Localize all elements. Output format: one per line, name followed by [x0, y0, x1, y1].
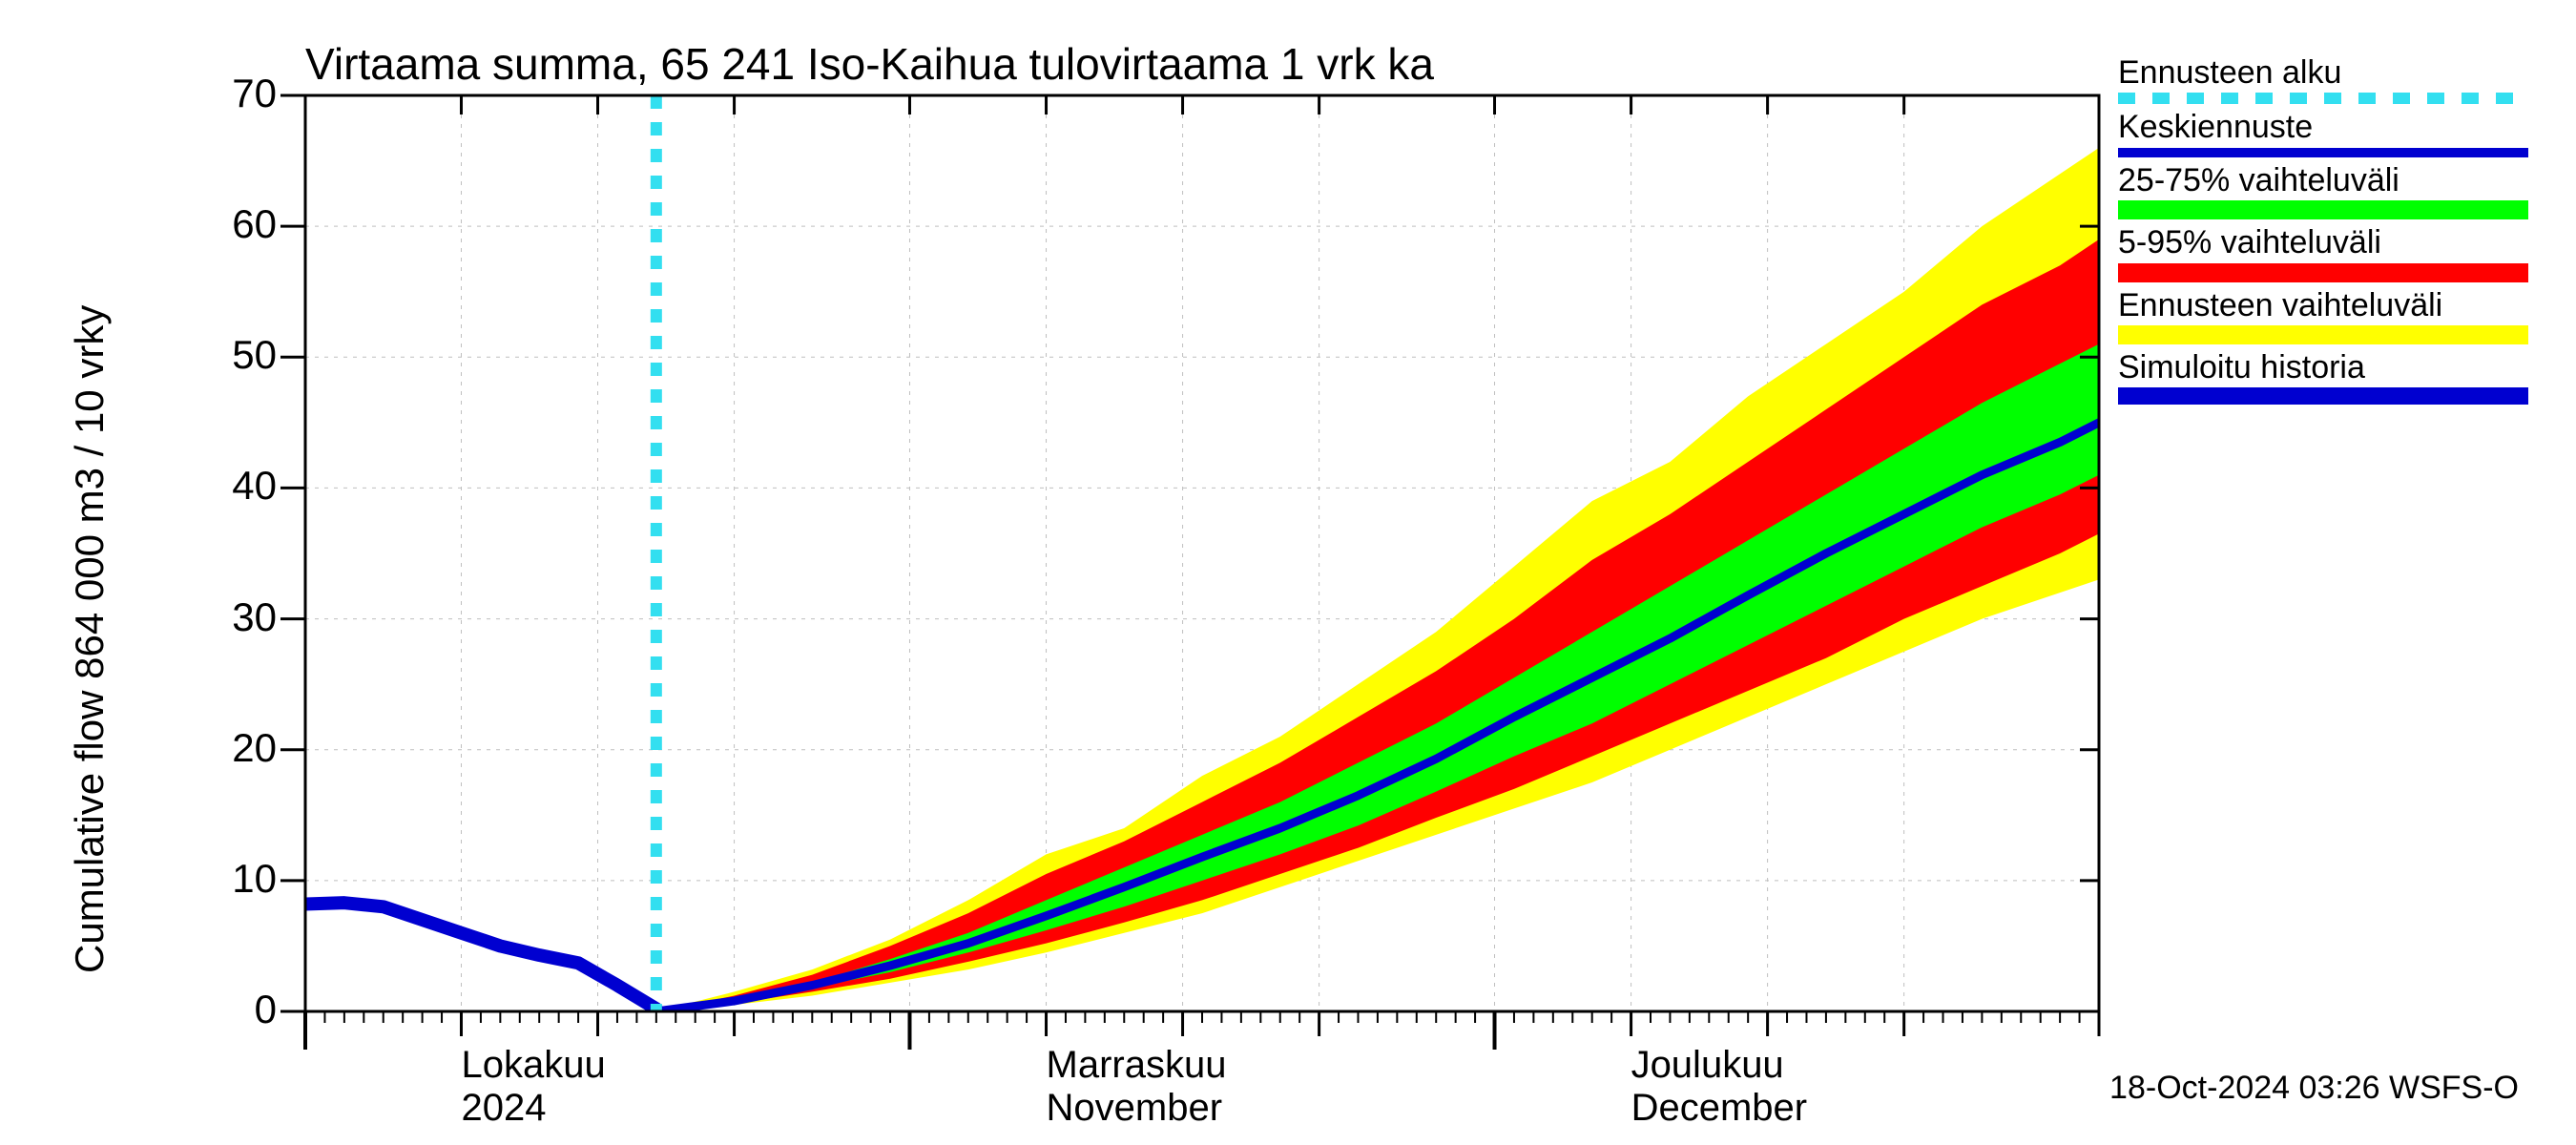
legend-swatch: [2118, 148, 2528, 157]
legend-item: 5-95% vaihteluväli: [2118, 225, 2528, 281]
legend-label: Keskiennuste: [2118, 110, 2528, 145]
x-tick-label: MarraskuuNovember: [1047, 1044, 1227, 1130]
x-tick-label: JoulukuuDecember: [1631, 1044, 1808, 1130]
x-tick-label: Lokakuu2024: [461, 1044, 605, 1130]
legend-item: Ennusteen vaihteluväli: [2118, 288, 2528, 344]
legend-item: Keskiennuste: [2118, 110, 2528, 156]
y-tick-label: 0: [153, 987, 277, 1032]
legend-label: Simuloitu historia: [2118, 350, 2528, 385]
legend-label: 25-75% vaihteluväli: [2118, 163, 2528, 198]
legend-item: Ennusteen alku: [2118, 55, 2528, 104]
legend-swatch: [2118, 263, 2528, 282]
legend-label: 5-95% vaihteluväli: [2118, 225, 2528, 260]
legend-item: 25-75% vaihteluväli: [2118, 163, 2528, 219]
legend-swatch: [2118, 93, 2528, 104]
legend-item: Simuloitu historia: [2118, 350, 2528, 405]
y-tick-label: 40: [153, 463, 277, 509]
chart-title: Virtaama summa, 65 241 Iso-Kaihua tulovi…: [305, 38, 1434, 90]
y-axis-label: Cumulative flow 864 000 m3 / 10 vrky: [67, 305, 113, 973]
y-tick-label: 20: [153, 725, 277, 771]
y-tick-label: 70: [153, 71, 277, 116]
y-tick-label: 30: [153, 594, 277, 640]
chart-container: Virtaama summa, 65 241 Iso-Kaihua tulovi…: [0, 0, 2576, 1145]
timestamp-label: 18-Oct-2024 03:26 WSFS-O: [2109, 1070, 2519, 1107]
legend-label: Ennusteen alku: [2118, 55, 2528, 91]
y-tick-label: 10: [153, 856, 277, 902]
legend-swatch: [2118, 200, 2528, 219]
legend-swatch: [2118, 387, 2528, 405]
y-tick-label: 50: [153, 332, 277, 378]
bands: [656, 148, 2099, 1011]
legend-swatch: [2118, 325, 2528, 344]
legend-label: Ennusteen vaihteluväli: [2118, 288, 2528, 323]
y-tick-label: 60: [153, 201, 277, 247]
legend: Ennusteen alku Keskiennuste 25-75% vaihtel…: [2118, 55, 2528, 410]
